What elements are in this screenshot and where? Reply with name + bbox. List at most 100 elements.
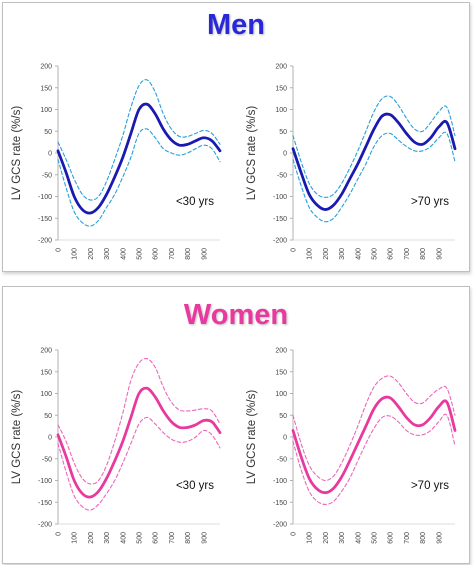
series-mean-line [291,112,457,211]
y-tick-label: -100 [38,194,52,201]
y-tick-label: 200 [40,64,52,71]
age-group-annotation: <30 yrs [176,196,214,208]
y-tick-label: 50 [279,413,287,420]
x-tick-label: 200 [88,248,95,260]
y-tick-label: -100 [38,478,52,485]
series-mean-line [56,102,222,215]
y-tick-label: 100 [40,107,52,114]
x-tick-label: 800 [185,248,192,260]
women-old-chart: LV GCS rate (%/s) -200 -150 -100 -50 0 50 100 15… [246,348,457,544]
x-tick-label: 700 [404,248,411,260]
series-upper-line [292,375,456,482]
x-tick-label: 200 [323,532,330,544]
x-tick-label: 300 [339,248,346,260]
y-tick-label: -150 [38,500,52,507]
y-tick-label: -50 [277,456,287,463]
series-lower-line [292,413,456,505]
y-axis-label: LV GCS rate (%/s) [246,106,258,201]
y-tick-label: -150 [273,216,287,223]
age-group-annotation: <30 yrs [176,480,214,492]
x-tick-label: 800 [420,532,427,544]
y-tick-label: 150 [40,85,52,92]
age-group-annotation: >70 yrs [411,196,449,208]
x-tick-label: 400 [355,248,362,260]
women-young-chart: LV GCS rate (%/s) -200 -150 -100 -50 0 50 100 15… [11,348,222,544]
y-axis-label: LV GCS rate (%/s) [11,106,23,201]
y-tick-label: 0 [283,151,287,158]
y-tick-label: 100 [275,107,287,114]
y-tick-label: 50 [44,413,52,420]
y-tick-label: -200 [38,238,52,245]
men-young-chart: LV GCS rate (%/s) -200 -150 -100 -50 0 50 100 15… [11,64,222,260]
x-tick-label: 200 [323,248,330,260]
x-tick-label: 0 [56,248,63,252]
x-tick-label: 900 [436,532,443,544]
x-tick-label: 400 [120,532,127,544]
y-tick-label: -100 [273,194,287,201]
y-tick-label: 200 [275,348,287,355]
y-tick-label: 50 [44,129,52,136]
series-lower-line [57,128,221,227]
x-tick-label: 300 [104,248,111,260]
series-upper-line [57,79,221,201]
y-tick-label: 100 [40,391,52,398]
y-tick-label: -50 [277,172,287,179]
y-tick-label: 150 [275,85,287,92]
x-tick-label: 100 [72,248,79,260]
x-tick-label: 800 [185,532,192,544]
x-tick-label: 300 [339,532,346,544]
y-tick-label: 150 [40,369,52,376]
y-tick-label: 0 [283,435,287,442]
y-tick-label: -200 [273,238,287,245]
y-tick-label: -150 [273,500,287,507]
x-tick-label: 700 [169,248,176,260]
x-tick-label: 300 [104,532,111,544]
series-upper-line [292,95,456,198]
x-tick-label: 800 [420,248,427,260]
x-tick-label: 600 [153,248,160,260]
x-tick-label: 0 [56,532,63,536]
y-tick-label: 150 [275,369,287,376]
men-panel: Men [2,2,470,272]
y-tick-label: 50 [279,129,287,136]
y-axis-label: LV GCS rate (%/s) [11,390,23,485]
x-tick-label: 600 [388,532,395,544]
x-tick-label: 600 [388,248,395,260]
x-tick-label: 100 [72,532,79,544]
y-tick-label: -100 [273,478,287,485]
x-tick-label: 900 [436,248,443,260]
y-tick-label: 100 [275,391,287,398]
x-tick-label: 900 [201,532,208,544]
y-tick-label: 200 [40,348,52,355]
men-old-chart: LV GCS rate (%/s) -200 -150 -100 -50 0 50 100 15… [246,64,457,260]
y-tick-label: -200 [273,522,287,529]
men-title: Men [207,9,265,41]
y-tick-label: 200 [275,64,287,71]
x-tick-label: 500 [137,532,144,544]
x-tick-label: 900 [201,248,208,260]
series-lower-line [292,131,456,223]
y-tick-label: 0 [48,435,52,442]
y-tick-label: -50 [42,172,52,179]
series-mean-line [56,386,222,499]
x-tick-label: 100 [307,532,314,544]
x-tick-label: 400 [355,532,362,544]
x-tick-label: 0 [291,532,298,536]
x-tick-label: 500 [137,248,144,260]
series-mean-line [291,395,457,495]
women-title: Women [183,299,289,331]
x-tick-label: 700 [169,532,176,544]
age-group-annotation: >70 yrs [411,480,449,492]
y-tick-label: -150 [38,216,52,223]
y-axis-label: LV GCS rate (%/s) [246,390,258,485]
x-tick-label: 500 [372,532,379,544]
series-upper-line [57,357,221,485]
x-tick-label: 700 [404,532,411,544]
series-lower-line [57,416,221,511]
y-tick-label: -200 [38,522,52,529]
x-tick-label: 100 [307,248,314,260]
y-tick-label: 0 [48,151,52,158]
y-tick-label: -50 [42,456,52,463]
x-tick-label: 200 [88,532,95,544]
x-tick-label: 500 [372,248,379,260]
